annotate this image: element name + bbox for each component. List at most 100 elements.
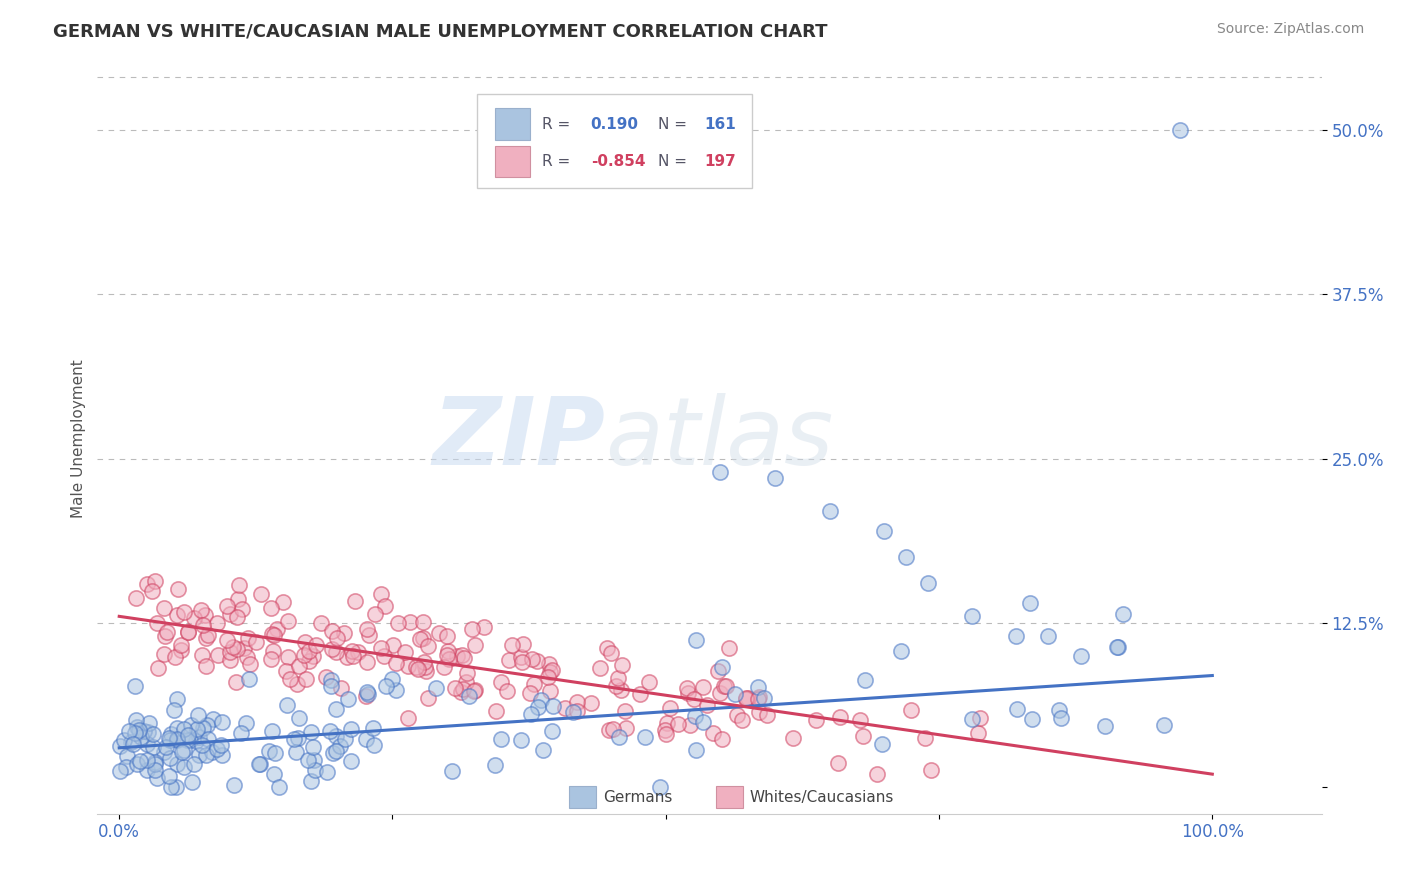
Point (186, 722, 208, 736)
Point (356, 655, 378, 669)
Point (380, 672, 402, 686)
Point (655, 727, 678, 741)
Point (302, 739, 325, 754)
Point (195, 718, 218, 732)
Point (157, 769, 180, 783)
Point (782, 731, 804, 745)
Point (725, 707, 748, 722)
Point (437, 652, 460, 666)
Point (456, 666, 478, 681)
Point (325, 645, 347, 659)
Point (464, 682, 486, 697)
Point (1112, 607, 1135, 621)
Point (710, 659, 733, 673)
Point (191, 721, 214, 735)
Point (191, 617, 214, 632)
Point (231, 726, 253, 740)
Point (201, 745, 224, 759)
Point (318, 724, 340, 739)
Point (163, 650, 186, 665)
Point (166, 607, 188, 622)
Point (118, 724, 141, 739)
Point (605, 679, 627, 693)
Point (166, 721, 188, 735)
Point (294, 648, 316, 663)
Point (277, 649, 299, 664)
Text: Source: ZipAtlas.com: Source: ZipAtlas.com (1216, 22, 1364, 37)
Point (418, 639, 440, 653)
Point (724, 687, 747, 701)
Point (201, 712, 224, 726)
Point (520, 652, 543, 666)
Point (245, 634, 267, 648)
Point (219, 607, 242, 622)
Point (304, 763, 326, 777)
Point (260, 652, 283, 666)
Point (325, 702, 347, 716)
Point (110, 739, 132, 753)
Point (222, 640, 245, 654)
Point (179, 733, 201, 747)
Point (166, 757, 188, 772)
Point (413, 655, 436, 669)
Point (602, 722, 624, 736)
Point (501, 639, 523, 653)
Point (889, 644, 911, 658)
Point (610, 658, 633, 673)
Point (920, 763, 942, 777)
Point (177, 728, 200, 742)
Point (238, 631, 260, 645)
Point (398, 658, 420, 673)
Point (714, 679, 737, 693)
Point (648, 780, 671, 795)
Point (748, 705, 770, 719)
Point (321, 641, 343, 656)
Point (1018, 596, 1040, 610)
Point (249, 757, 271, 772)
Point (347, 645, 370, 659)
Point (276, 698, 298, 712)
Point (676, 686, 699, 700)
Point (896, 550, 918, 565)
Point (112, 733, 135, 747)
Point (1021, 712, 1043, 726)
Point (533, 743, 555, 757)
Point (734, 691, 756, 706)
Point (267, 780, 290, 795)
Point (153, 745, 176, 759)
Point (696, 698, 718, 713)
Point (143, 756, 166, 770)
Text: Germans: Germans (603, 789, 672, 805)
Point (1107, 640, 1129, 654)
Point (491, 675, 513, 690)
Point (609, 683, 631, 698)
Point (325, 729, 347, 743)
Point (412, 631, 434, 645)
Point (277, 614, 299, 628)
Point (262, 724, 284, 739)
Point (115, 749, 138, 764)
Point (655, 716, 678, 731)
Point (166, 692, 188, 706)
Point (165, 780, 187, 795)
Point (260, 626, 283, 640)
Point (914, 731, 936, 745)
Point (298, 644, 321, 658)
Point (489, 731, 512, 746)
Point (607, 731, 630, 745)
Point (713, 679, 735, 693)
Point (370, 641, 392, 656)
Point (247, 756, 270, 771)
Point (157, 731, 180, 746)
Point (143, 757, 166, 772)
Point (115, 759, 138, 773)
Point (145, 763, 167, 777)
Point (599, 646, 621, 660)
Point (748, 690, 770, 704)
Point (685, 743, 707, 757)
Point (464, 638, 486, 652)
Point (177, 624, 200, 639)
Point (373, 648, 395, 663)
Point (211, 715, 233, 730)
Point (630, 687, 652, 701)
